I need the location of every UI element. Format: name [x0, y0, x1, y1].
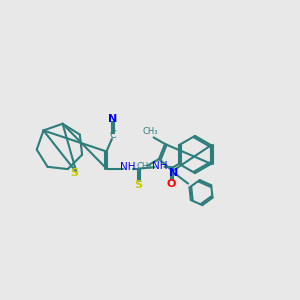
- Text: S: S: [134, 180, 142, 190]
- Text: N: N: [169, 168, 178, 178]
- Text: CH₃: CH₃: [142, 127, 158, 136]
- Text: N: N: [109, 114, 118, 124]
- Text: NH: NH: [120, 162, 135, 172]
- Text: S: S: [70, 168, 78, 178]
- Text: CH₃: CH₃: [136, 163, 152, 172]
- Text: C: C: [110, 130, 116, 140]
- Text: O: O: [166, 178, 176, 189]
- Text: NH: NH: [152, 161, 167, 171]
